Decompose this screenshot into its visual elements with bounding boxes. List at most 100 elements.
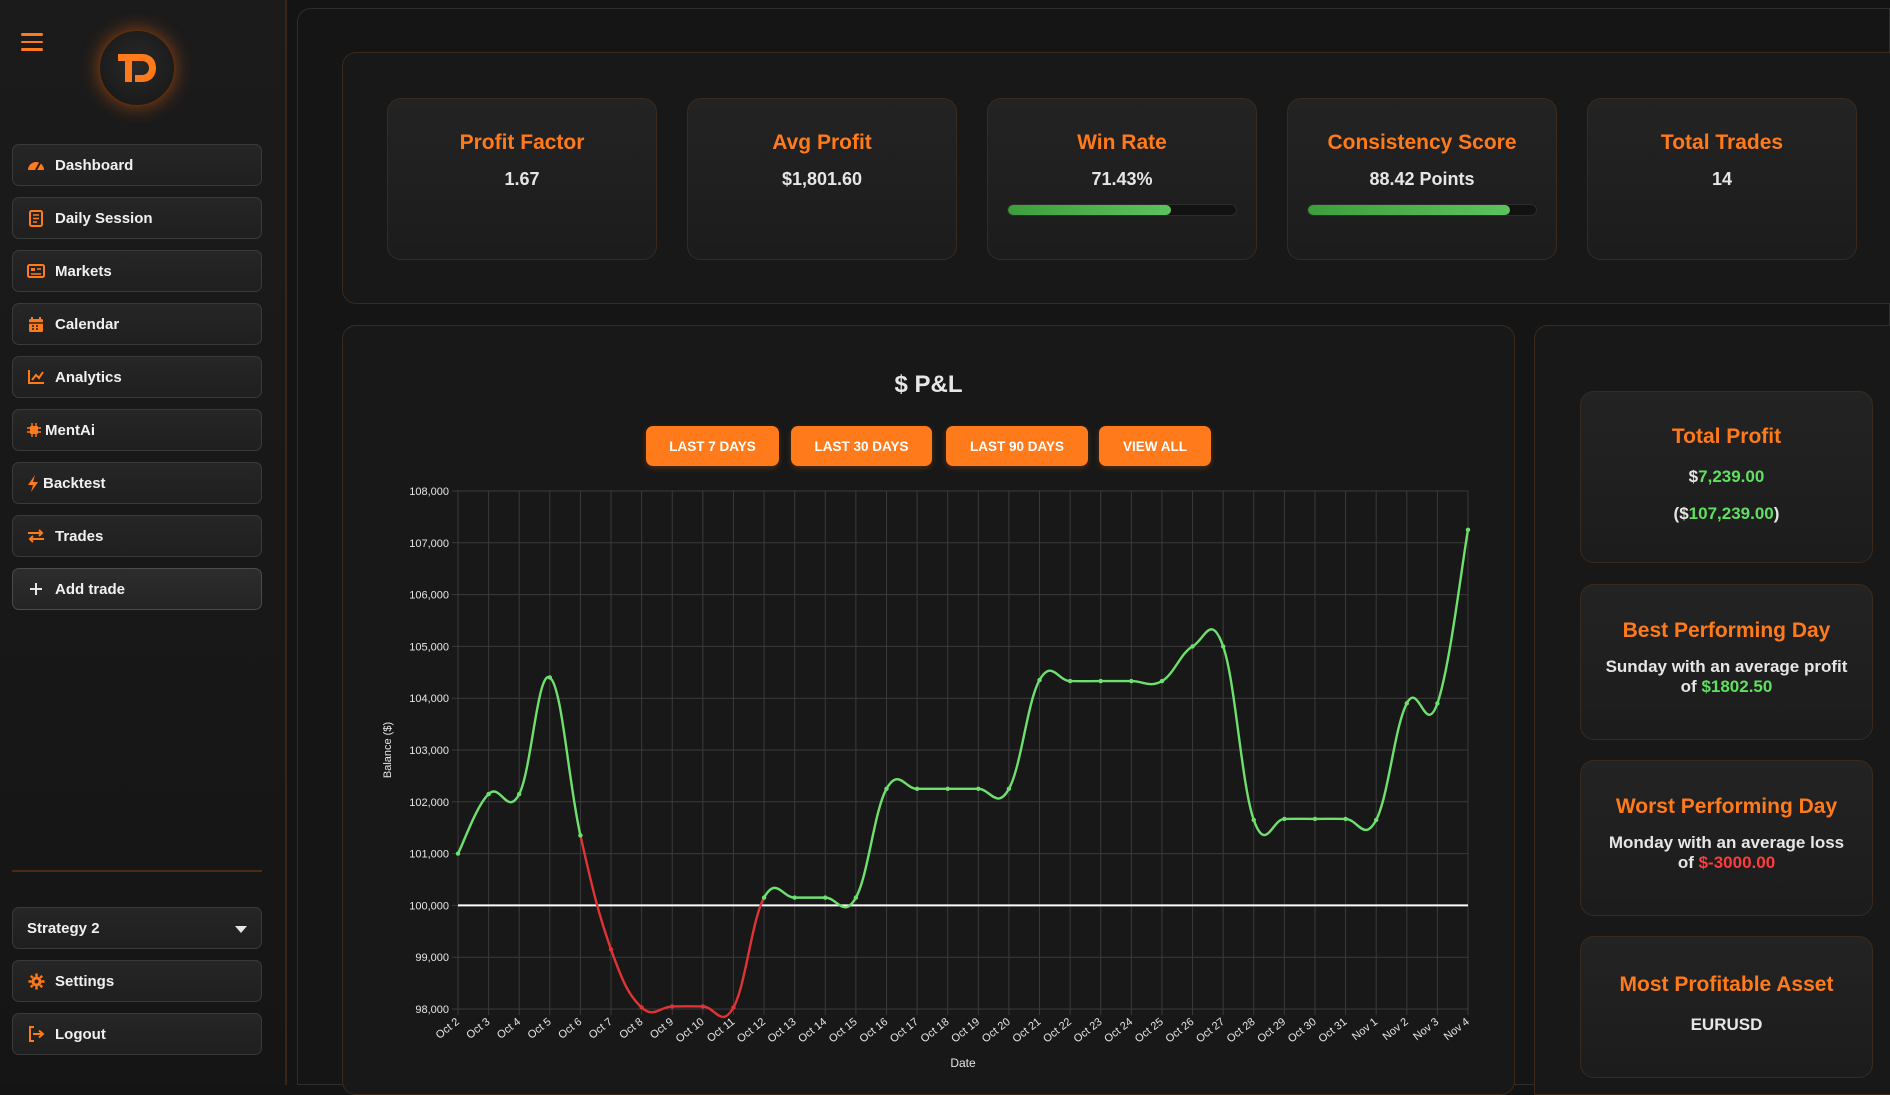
newspaper-icon bbox=[27, 262, 45, 280]
y-axis-label: Balance ($) bbox=[382, 722, 394, 778]
x-tick-label: Oct 22 bbox=[1041, 1016, 1074, 1045]
x-tick-label: Oct 10 bbox=[674, 1016, 707, 1045]
y-tick-label: 102,000 bbox=[409, 797, 449, 809]
hamburger-menu-icon[interactable] bbox=[21, 32, 43, 52]
worst-day-text: Monday with an average loss bbox=[1581, 833, 1872, 853]
sidebar-item-markets[interactable]: Markets bbox=[12, 250, 262, 292]
sidebar-item-label: MentAi bbox=[45, 422, 95, 439]
x-tick-label: Oct 17 bbox=[888, 1016, 921, 1045]
caret-down-icon bbox=[235, 920, 247, 937]
data-point bbox=[1466, 528, 1470, 532]
sidebar-item-trades[interactable]: Trades bbox=[12, 515, 262, 557]
sidebar-item-calendar[interactable]: Calendar bbox=[12, 303, 262, 345]
stat-title: Consistency Score bbox=[1288, 131, 1556, 155]
data-point bbox=[1282, 817, 1286, 821]
add-trade-button[interactable]: Add trade bbox=[12, 568, 262, 610]
pnl-line-chart: 98,00099,000100,000101,000102,000103,000… bbox=[343, 326, 1516, 1086]
data-point bbox=[486, 792, 490, 796]
best-day-card: Best Performing Day Sunday with an avera… bbox=[1580, 584, 1873, 740]
gauge-icon bbox=[27, 156, 45, 174]
x-tick-label: Oct 19 bbox=[949, 1016, 982, 1045]
data-point bbox=[915, 787, 919, 791]
settings-button[interactable]: Settings bbox=[12, 960, 262, 1002]
bolt-icon bbox=[27, 474, 39, 492]
pnl-line-segment bbox=[1162, 646, 1193, 681]
data-point bbox=[578, 833, 582, 837]
sidebar-item-label: Add trade bbox=[55, 581, 125, 598]
profit-value: 7,239.00 bbox=[1698, 467, 1764, 486]
sidebar: Dashboard Daily Session Markets Calendar… bbox=[0, 0, 287, 1085]
data-point bbox=[701, 1004, 705, 1008]
y-tick-label: 103,000 bbox=[409, 745, 449, 757]
notebook-icon bbox=[27, 209, 45, 227]
pnl-line-segment bbox=[703, 1006, 734, 1016]
asset-title: Most Profitable Asset bbox=[1581, 973, 1872, 997]
data-point bbox=[1313, 817, 1317, 821]
x-tick-label: Oct 20 bbox=[980, 1016, 1013, 1045]
sidebar-item-label: Backtest bbox=[43, 475, 106, 492]
sidebar-item-analytics[interactable]: Analytics bbox=[12, 356, 262, 398]
data-point bbox=[1374, 818, 1378, 822]
pnl-line-segment bbox=[886, 779, 917, 789]
x-tick-label: Oct 8 bbox=[617, 1016, 645, 1042]
x-tick-label: Oct 4 bbox=[495, 1016, 523, 1042]
pnl-line-segment bbox=[764, 888, 795, 898]
pnl-line-segment bbox=[580, 835, 611, 949]
sidebar-item-backtest[interactable]: Backtest bbox=[12, 462, 262, 504]
data-point bbox=[792, 895, 796, 899]
data-point bbox=[1160, 679, 1164, 683]
total-balance-amount: ($107,239.00) bbox=[1581, 504, 1872, 524]
asset-value: EURUSD bbox=[1581, 1015, 1872, 1035]
plus-icon bbox=[27, 580, 45, 598]
x-tick-label: Oct 12 bbox=[735, 1016, 768, 1045]
pnl-line-segment bbox=[489, 791, 520, 802]
currency-symbol: ($ bbox=[1674, 504, 1689, 523]
swap-arrows-icon bbox=[27, 527, 45, 545]
data-point bbox=[854, 895, 858, 899]
worst-day-amount: of $-3000.00 bbox=[1581, 853, 1872, 873]
stat-card-avg-profit: Avg Profit $1,801.60 bbox=[687, 98, 957, 260]
balance-value: 107,239.00 bbox=[1689, 504, 1774, 523]
stat-value: 1.67 bbox=[388, 169, 656, 190]
x-tick-label: Oct 21 bbox=[1010, 1016, 1043, 1045]
app-logo[interactable] bbox=[98, 29, 176, 107]
pnl-line-segment bbox=[1346, 819, 1377, 830]
x-tick-label: Oct 5 bbox=[526, 1016, 554, 1042]
stat-card-win-rate: Win Rate 71.43% bbox=[987, 98, 1257, 260]
strategy-select[interactable]: Strategy 2 bbox=[12, 907, 262, 949]
pnl-line-segment bbox=[733, 898, 764, 1008]
y-tick-label: 105,000 bbox=[409, 641, 449, 653]
stat-card-profit-factor: Profit Factor 1.67 bbox=[387, 98, 657, 260]
y-tick-label: 98,000 bbox=[415, 1004, 449, 1016]
best-day-value: $1802.50 bbox=[1701, 677, 1772, 696]
data-point bbox=[609, 947, 613, 951]
data-point bbox=[1343, 817, 1347, 821]
best-day-title: Best Performing Day bbox=[1581, 619, 1872, 643]
data-point bbox=[1129, 679, 1133, 683]
consistency-progress-fill bbox=[1308, 205, 1510, 215]
sidebar-item-dashboard[interactable]: Dashboard bbox=[12, 144, 262, 186]
total-profit-amount: $7,239.00 bbox=[1581, 467, 1872, 487]
x-tick-label: Oct 3 bbox=[464, 1016, 492, 1042]
data-point bbox=[1007, 787, 1011, 791]
data-point bbox=[1405, 701, 1409, 705]
x-tick-label: Oct 24 bbox=[1102, 1016, 1135, 1045]
summary-panel: Total Profit $7,239.00 ($107,239.00) Bes… bbox=[1534, 325, 1890, 1095]
pnl-line-segment bbox=[1009, 680, 1040, 789]
x-tick-label: Oct 29 bbox=[1255, 1016, 1288, 1045]
sidebar-item-mentai[interactable]: MentAi bbox=[12, 409, 262, 451]
pnl-line-segment bbox=[1376, 703, 1407, 820]
sidebar-item-label: Analytics bbox=[55, 369, 122, 386]
sidebar-item-label: Dashboard bbox=[55, 157, 133, 174]
data-point bbox=[456, 851, 460, 855]
sidebar-bottom-nav: Settings Logout bbox=[12, 960, 262, 1066]
x-tick-label: Oct 18 bbox=[919, 1016, 952, 1045]
sidebar-item-label: Settings bbox=[55, 973, 114, 990]
logout-button[interactable]: Logout bbox=[12, 1013, 262, 1055]
sidebar-item-daily-session[interactable]: Daily Session bbox=[12, 197, 262, 239]
calendar-icon bbox=[27, 315, 45, 333]
x-tick-label: Oct 9 bbox=[648, 1016, 676, 1042]
sidebar-nav: Dashboard Daily Session Markets Calendar… bbox=[12, 144, 262, 621]
data-point bbox=[548, 675, 552, 679]
most-profitable-asset-card: Most Profitable Asset EURUSD bbox=[1580, 936, 1873, 1078]
